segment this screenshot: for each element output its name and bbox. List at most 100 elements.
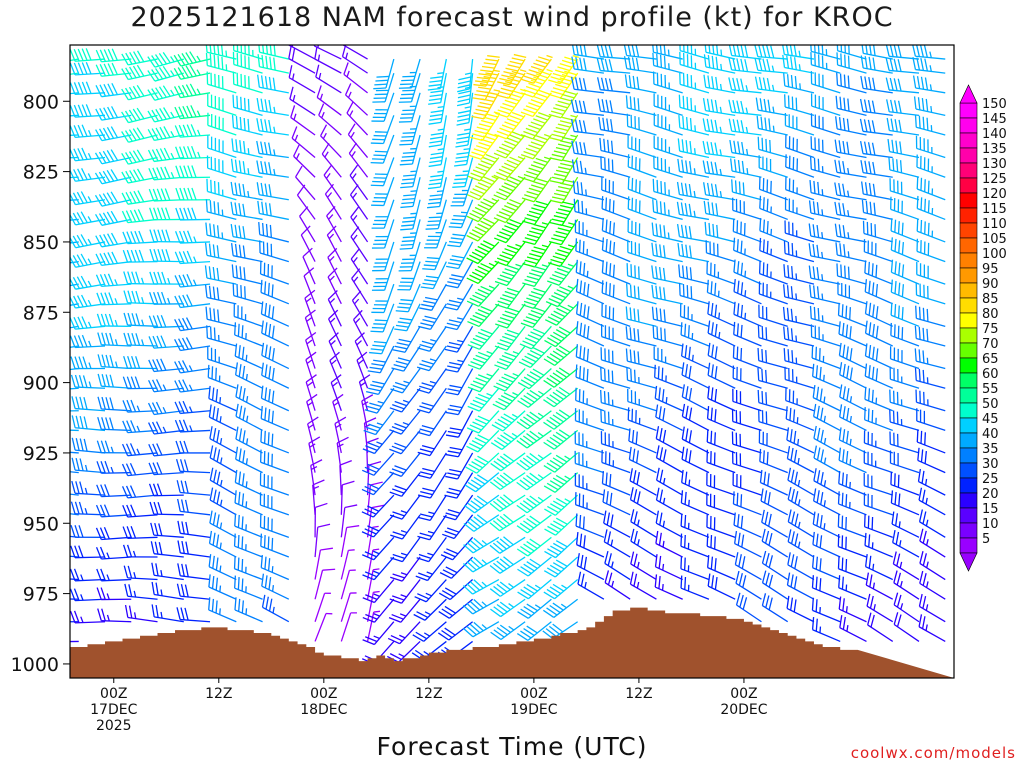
- colorbar-label: 5: [982, 532, 990, 547]
- wind-barb: [70, 218, 79, 221]
- wind-barb: [466, 261, 500, 284]
- wind-barb: [544, 494, 579, 516]
- wind-barb: [835, 95, 867, 116]
- wind-barb: [732, 345, 762, 370]
- wind-barb: [70, 124, 106, 138]
- wind-barb: [653, 112, 683, 136]
- wind-barb: [417, 472, 447, 499]
- wind-barb: [339, 460, 352, 496]
- wind-barb: [70, 167, 106, 182]
- wind-barb: [70, 535, 79, 538]
- wind-barb: [230, 181, 263, 201]
- wind-barb: [651, 242, 683, 263]
- wind-barb: [341, 45, 368, 74]
- wind-barb: [834, 223, 867, 243]
- wind-barb: [812, 488, 841, 516]
- wind-barb: [173, 51, 211, 67]
- wind-barb: [758, 409, 788, 432]
- wind-barb: [626, 263, 657, 285]
- wind-barb: [70, 260, 79, 264]
- wind-barb: [783, 264, 815, 285]
- wind-barb: [676, 223, 710, 243]
- wind-barb: [859, 118, 893, 136]
- wind-barb: [427, 157, 447, 190]
- colorbar-segment: [959, 267, 978, 284]
- colorbar-segment: [959, 192, 978, 209]
- wind-barb: [733, 321, 762, 347]
- wind-barb: [70, 356, 106, 370]
- wind-barb: [729, 139, 762, 159]
- wind-barb: [570, 118, 604, 136]
- wind-barb: [427, 58, 447, 91]
- wind-barb: [177, 498, 211, 516]
- wind-barb: [542, 598, 579, 618]
- wind-barb: [785, 406, 815, 432]
- wind-barb: [733, 259, 762, 285]
- wind-barb: [346, 101, 369, 136]
- wind-barb: [520, 133, 552, 160]
- wind-barb: [654, 364, 683, 389]
- wind-barb: [389, 387, 421, 413]
- wind-barb: [94, 149, 132, 165]
- wind-barb: [400, 199, 421, 231]
- wind-barb: [258, 221, 289, 243]
- wind-barb: [626, 113, 657, 136]
- wind-barb: [70, 316, 106, 330]
- wind-barb: [732, 472, 762, 496]
- wind-barb: [361, 452, 395, 476]
- wind-barb: [548, 219, 579, 246]
- wind-barb: [601, 217, 631, 243]
- wind-barb: [495, 283, 526, 309]
- wind-barb: [862, 220, 893, 243]
- wind-barb: [147, 147, 184, 163]
- wind-barb: [575, 513, 605, 538]
- wind-barb: [466, 240, 500, 265]
- wind-barb: [811, 345, 841, 370]
- wind-barb: [439, 556, 474, 579]
- wind-barb: [575, 321, 605, 347]
- wind-barb: [450, 177, 474, 207]
- credit-link[interactable]: coolwx.com/models: [850, 744, 1016, 762]
- wind-barb: [417, 325, 447, 352]
- wind-barb: [233, 556, 263, 581]
- wind-barb: [706, 514, 736, 538]
- wind-barb: [839, 615, 867, 643]
- wind-barb: [207, 364, 237, 389]
- wind-barb: [548, 70, 579, 99]
- wind-barb: [678, 115, 710, 136]
- wind-barb: [863, 514, 893, 538]
- wind-barb: [759, 469, 788, 496]
- wind-barb: [326, 225, 342, 262]
- wind-barb: [348, 142, 369, 178]
- wind-barb: [489, 494, 526, 512]
- y-axis: 800 825 850 875 900 925 950 975 1000: [11, 91, 70, 676]
- wind-barb: [735, 592, 762, 623]
- colorbar-segment: [959, 372, 978, 389]
- wind-barb: [400, 177, 421, 209]
- wind-barb: [261, 573, 290, 600]
- wind-barb: [653, 155, 683, 178]
- wind-barb: [782, 284, 815, 305]
- wind-barb: [70, 345, 79, 348]
- wind-barb: [70, 640, 79, 643]
- wind-barb: [601, 177, 631, 201]
- wind-barb: [438, 579, 474, 601]
- wind-barb: [916, 218, 946, 243]
- wind-barb: [95, 273, 132, 288]
- wind-barb: [205, 199, 237, 221]
- x-tick-label: 00Z: [310, 686, 337, 702]
- wind-barb: [783, 326, 815, 347]
- wind-barb: [706, 472, 736, 496]
- wind-barb: [466, 283, 500, 307]
- wind-barb: [889, 431, 920, 454]
- wind-barb: [889, 450, 920, 474]
- wind-barb: [123, 565, 158, 581]
- wind-barb: [519, 325, 552, 350]
- wind-barb: [373, 58, 395, 90]
- wind-barb: [571, 140, 604, 159]
- wind-barb: [890, 259, 920, 285]
- wind-barb: [234, 575, 263, 600]
- wind-barb: [624, 74, 657, 94]
- wind-barb: [334, 416, 347, 454]
- colorbar-segment: [959, 432, 978, 449]
